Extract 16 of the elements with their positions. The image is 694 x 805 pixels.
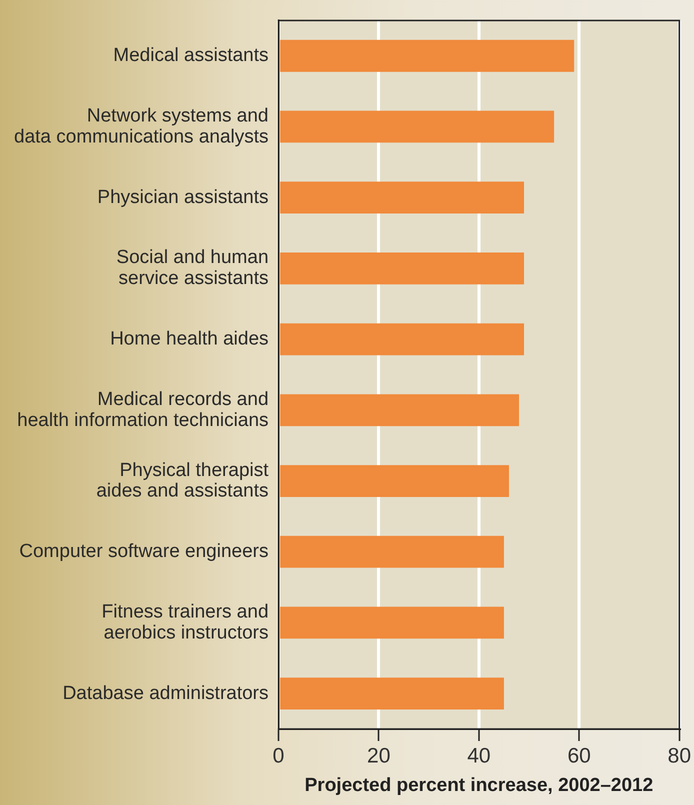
y-tick-label: Medical assistants xyxy=(113,45,269,66)
y-tick-label: Home health aides xyxy=(110,328,269,350)
y-tick-label: Computer software engineers xyxy=(19,541,269,562)
y-tick-label: Medical records and health information technicians xyxy=(17,388,269,431)
x-tick-label: 60 xyxy=(567,744,591,768)
x-tick-label: 20 xyxy=(367,744,390,768)
y-tick-label: Physician assistants xyxy=(97,186,269,208)
y-tick-label: Database administrators xyxy=(62,682,269,704)
y-tick-label: Physical therapist aides and assistants xyxy=(96,460,270,502)
x-tick-label: 0 xyxy=(272,744,284,768)
x-tick-label: 40 xyxy=(467,744,491,768)
y-tick-label: Network systems and data communications analysts xyxy=(14,106,269,148)
y-tick-label: Social and human service assistants xyxy=(116,247,269,290)
y-tick-label: Fitness trainers and aerobics instructors xyxy=(102,602,269,644)
x-tick-label: 80 xyxy=(668,744,691,768)
x-axis-title: Projected percent increase, 2002–2012 xyxy=(304,774,654,796)
